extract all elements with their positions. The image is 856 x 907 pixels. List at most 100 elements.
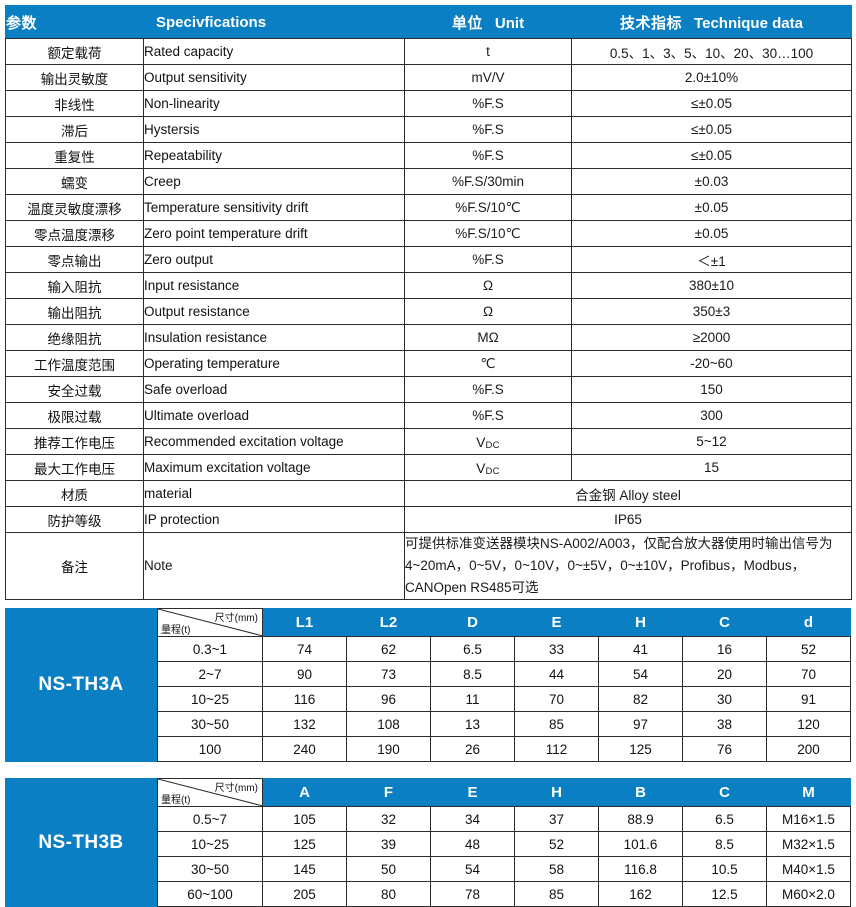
dim-column-header: B xyxy=(598,778,683,807)
spec-param-en: Creep xyxy=(143,168,405,195)
dim-column-header: L2 xyxy=(346,608,431,637)
spec-row: 安全过载 Safe overload %F.S 150 xyxy=(5,376,852,403)
dim-value-cell: M60×2.0 xyxy=(766,881,851,907)
dim-value-cell: 91 xyxy=(766,686,851,712)
spec-unit: %F.S/10℃ xyxy=(404,194,572,221)
diagonal-divider-icon xyxy=(158,609,262,636)
spec-row: 输出阻抗 Output resistance Ω 350±3 xyxy=(5,298,852,325)
dim-row: 0.3~1 74 62 6.5 33 41 16 52 xyxy=(157,636,851,662)
dim-value-cell: 85 xyxy=(514,881,599,907)
header-specifications: Specivfications xyxy=(143,5,405,39)
dim-value-cell: 112 xyxy=(514,736,599,762)
dim-value-cell: 116.8 xyxy=(598,856,683,882)
dim-value-cell: 6.5 xyxy=(430,636,515,662)
spec-value-merged: IP65 xyxy=(404,506,852,533)
spec-param-en: Recommended excitation voltage xyxy=(143,428,405,455)
dim-value-cell: 116 xyxy=(262,686,347,712)
note-line: CANOpen RS485可选 xyxy=(405,579,539,595)
spec-value: 5~12 xyxy=(571,428,852,455)
spec-row: 最大工作电压 Maximum excitation voltage VDC 15 xyxy=(5,454,852,481)
dim-value-cell: 11 xyxy=(430,686,515,712)
dim-value-cell: 20 xyxy=(682,661,767,687)
header-tech-cn: 技术指标 xyxy=(620,14,683,32)
spec-value-merged: 合金钢 Alloy steel xyxy=(404,480,852,507)
header-unit-cn: 单位 xyxy=(451,14,483,32)
dim-value-cell: 48 xyxy=(430,831,515,857)
dim-value-cell: 82 xyxy=(598,686,683,712)
spec-row: 额定载荷 Rated capacity t 0.5、1、3、5、10、20、30…10… xyxy=(5,38,852,65)
dim-column-header: C xyxy=(682,778,767,807)
spec-param-en: Maximum excitation voltage xyxy=(143,454,405,481)
dim-value-cell: 97 xyxy=(598,711,683,737)
specification-table: 参数 Specivfications 单位 Unit 技术指标 Technique … xyxy=(5,5,852,600)
dim-value-cell: 33 xyxy=(514,636,599,662)
spec-param-cn: 输出阻抗 xyxy=(5,298,144,325)
header-param: 参数 xyxy=(5,5,144,39)
dim-range-cell: 0.3~1 xyxy=(157,636,263,662)
spec-value: 0.5、1、3、5、10、20、30…100 xyxy=(571,38,852,65)
dim-corner-dimension-label: 尺寸(mm) xyxy=(214,783,258,794)
dim-row: 60~100 205 80 78 85 162 12.5 M60×2.0 xyxy=(157,881,851,907)
spec-row: 输入阻抗 Input resistance Ω 380±10 xyxy=(5,272,852,299)
spec-row: 非线性 Non-linearity %F.S ≤±0.05 xyxy=(5,90,852,117)
spec-param-en: Rated capacity xyxy=(143,38,405,65)
spec-table-header: 参数 Specivfications 单位 Unit 技术指标 Technique … xyxy=(5,5,852,39)
dim-range-cell: 0.5~7 xyxy=(157,806,263,832)
dim-value-cell: 34 xyxy=(430,806,515,832)
dim-corner-range-label: 量程(t) xyxy=(161,625,191,636)
spec-value: 350±3 xyxy=(571,298,852,325)
spec-param-cn: 极限过载 xyxy=(5,402,144,429)
spec-table-body: 额定载荷 Rated capacity t 0.5、1、3、5、10、20、30…10… xyxy=(5,38,852,600)
dim-range-cell: 10~25 xyxy=(157,831,263,857)
dim-body: 0.3~1 74 62 6.5 33 41 16 52 2~7 90 73 8.5 44 54 20 70 10… xyxy=(157,636,851,762)
spec-param-cn: 工作温度范围 xyxy=(5,350,144,377)
spec-param-cn: 重复性 xyxy=(5,142,144,169)
dim-row: 10~25 125 39 48 52 101.6 8.5 M32×1.5 xyxy=(157,831,851,857)
spec-param-en: Insulation resistance xyxy=(143,324,405,351)
header-spec-en: Specivfications xyxy=(156,13,267,31)
dim-column-header: D xyxy=(430,608,515,637)
spec-param-cn: 滞后 xyxy=(5,116,144,143)
spec-param-en: Operating temperature xyxy=(143,350,405,377)
spec-unit: mV/V xyxy=(404,64,572,91)
dim-value-cell: 32 xyxy=(346,806,431,832)
spec-param-en: Non-linearity xyxy=(143,90,405,117)
dim-value-cell: 44 xyxy=(514,661,599,687)
spec-param-en: Output resistance xyxy=(143,298,405,325)
spec-param-en: material xyxy=(143,480,405,507)
spec-unit: %F.S/10℃ xyxy=(404,220,572,247)
spec-value: 15 xyxy=(571,454,852,481)
spec-row: 绝缘阻抗 Insulation resistance MΩ ≥2000 xyxy=(5,324,852,351)
spec-unit: Ω xyxy=(404,298,572,325)
header-technique-data: 技术指标 Technique data xyxy=(571,5,852,39)
dim-range-cell: 30~50 xyxy=(157,711,263,737)
spec-row-merged: 材质 material 合金钢 Alloy steel xyxy=(5,480,852,507)
spec-row: 极限过载 Ultimate overload %F.S 300 xyxy=(5,402,852,429)
dim-column-header: C xyxy=(682,608,767,637)
dim-value-cell: 41 xyxy=(598,636,683,662)
dim-range-cell: 10~25 xyxy=(157,686,263,712)
dim-row: 100 240 190 26 112 125 76 200 xyxy=(157,736,851,762)
spec-param-cn: 输入阻抗 xyxy=(5,272,144,299)
spec-row: 推荐工作电压 Recommended excitation voltage VDC 5… xyxy=(5,428,852,455)
dim-value-cell: 13 xyxy=(430,711,515,737)
dim-header-row: 尺寸(mm) 量程(t) A F E H B C M xyxy=(157,778,851,807)
dim-value-cell: 8.5 xyxy=(682,831,767,857)
dim-value-cell: 88.9 xyxy=(598,806,683,832)
specification-table-container: 参数 Specivfications 单位 Unit 技术指标 Technique … xyxy=(5,5,852,600)
spec-unit: %F.S xyxy=(404,116,572,143)
dim-value-cell: 240 xyxy=(262,736,347,762)
spec-unit: VDC xyxy=(404,428,572,455)
dim-value-cell: 190 xyxy=(346,736,431,762)
dim-value-cell: M40×1.5 xyxy=(766,856,851,882)
dim-value-cell: 54 xyxy=(430,856,515,882)
dim-row: 30~50 145 50 54 58 116.8 10.5 M40×1.5 xyxy=(157,856,851,882)
spec-value: 380±10 xyxy=(571,272,852,299)
dim-column-header: F xyxy=(346,778,431,807)
dim-value-cell: 205 xyxy=(262,881,347,907)
dim-row: 2~7 90 73 8.5 44 54 20 70 xyxy=(157,661,851,687)
spec-value: ±0.03 xyxy=(571,168,852,195)
spec-header-row: 参数 Specivfications 单位 Unit 技术指标 Technique … xyxy=(5,5,852,39)
